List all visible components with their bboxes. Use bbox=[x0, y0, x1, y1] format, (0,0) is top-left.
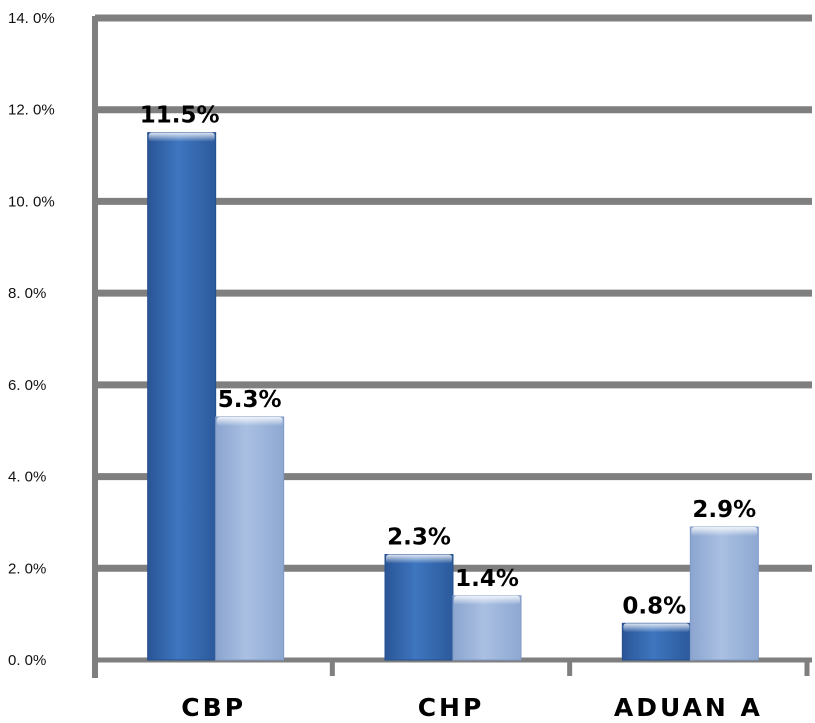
bar-highlight bbox=[454, 595, 520, 605]
bar-highlight bbox=[386, 554, 452, 564]
bar bbox=[147, 132, 217, 661]
data-label: 0.8% bbox=[622, 593, 686, 619]
y-tick-label: 2. 0% bbox=[8, 560, 46, 577]
bar bbox=[215, 416, 285, 661]
bar bbox=[689, 526, 759, 661]
data-label: 2.3% bbox=[387, 525, 451, 551]
y-tick-label: 10. 0% bbox=[8, 193, 55, 210]
y-tick-label: 0. 0% bbox=[8, 652, 46, 669]
data-label: 1.4% bbox=[455, 566, 519, 592]
axes bbox=[92, 16, 810, 678]
data-label: 11.5% bbox=[140, 103, 220, 129]
bar-highlight bbox=[148, 132, 215, 142]
y-tick-label: 14. 0% bbox=[8, 10, 55, 27]
bars bbox=[147, 132, 759, 661]
bar-highlight bbox=[623, 623, 690, 633]
data-label: 5.3% bbox=[218, 387, 282, 413]
y-tick-label: 8. 0% bbox=[8, 285, 46, 302]
data-label: 2.9% bbox=[692, 497, 756, 523]
y-tick-label: 4. 0% bbox=[8, 469, 46, 486]
bar-highlight bbox=[216, 416, 283, 426]
bar bbox=[384, 554, 454, 661]
x-category-label: ADUAN A bbox=[614, 693, 763, 722]
bar bbox=[452, 595, 522, 661]
labels: 0. 0% 2. 0% 4. 0% 6. 0% 8. 0% 10. 0% 12. 0% 14.… bbox=[8, 10, 763, 722]
x-category-label: CBP bbox=[181, 693, 246, 722]
y-tick-label: 6. 0% bbox=[8, 377, 46, 394]
y-tick-label: 12. 0% bbox=[8, 102, 55, 119]
bar-highlight bbox=[691, 527, 758, 537]
x-category-label: CHP bbox=[418, 693, 485, 722]
